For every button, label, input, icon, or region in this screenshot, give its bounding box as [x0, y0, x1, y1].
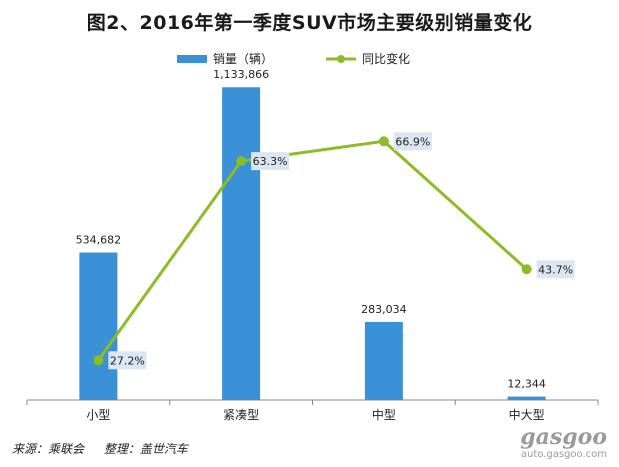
line-value-label: 43.7% [538, 263, 573, 276]
x-tick-label: 小型 [86, 408, 110, 422]
line-value-label-box [251, 152, 290, 171]
bar-2 [222, 87, 261, 401]
bar-value-label: 534,682 [76, 234, 122, 247]
line-point-4 [521, 264, 532, 275]
line-value-label-box [108, 351, 147, 370]
chart-title: 图2、2016年第一季度SUV市场主要级别销量变化 [86, 12, 533, 34]
legend: 销量（辆） 同比变化 [177, 51, 410, 66]
bar-1 [79, 252, 118, 400]
legend-bar-label: 销量（辆） [213, 52, 273, 66]
bar-3 [364, 321, 403, 400]
line-point-1 [93, 355, 104, 366]
compiler-text: 整理：盖世汽车 [103, 442, 188, 456]
watermark-logo: gasgoo [520, 424, 607, 450]
line-point-3 [378, 136, 389, 147]
bar-value-label: 1,133,866 [213, 68, 269, 81]
line-value-label: 66.9% [395, 135, 430, 148]
x-tick-label: 中型 [372, 407, 396, 422]
bar-4 [507, 396, 546, 400]
line-value-label-box [393, 132, 432, 151]
bar-value-label: 283,034 [361, 303, 407, 316]
watermark-url: auto.gasgoo.com [520, 449, 607, 460]
line-value-label: 63.3% [253, 155, 288, 168]
line-value-label: 27.2% [110, 354, 145, 367]
line-point-2 [236, 156, 247, 167]
x-tick-label: 中大型 [509, 407, 545, 422]
source-text: 来源：乘联会 [12, 442, 85, 456]
line-value-label-box [536, 260, 575, 279]
legend-bar-swatch [177, 55, 207, 63]
source-note: 来源：乘联会 整理：盖世汽车 [12, 440, 204, 457]
watermark: gasgoo auto.gasgoo.com [520, 426, 607, 460]
line-series-path [97, 139, 528, 362]
plot-area: 534,682 小型 1,133,866 紧凑型 283,034 中型 12,344 中大型 2… [26, 68, 599, 422]
x-tick-label: 紧凑型 [223, 408, 259, 422]
legend-line-marker [337, 55, 345, 63]
bar-value-label: 12,344 [507, 378, 546, 391]
legend-line-label: 同比变化 [362, 51, 410, 66]
